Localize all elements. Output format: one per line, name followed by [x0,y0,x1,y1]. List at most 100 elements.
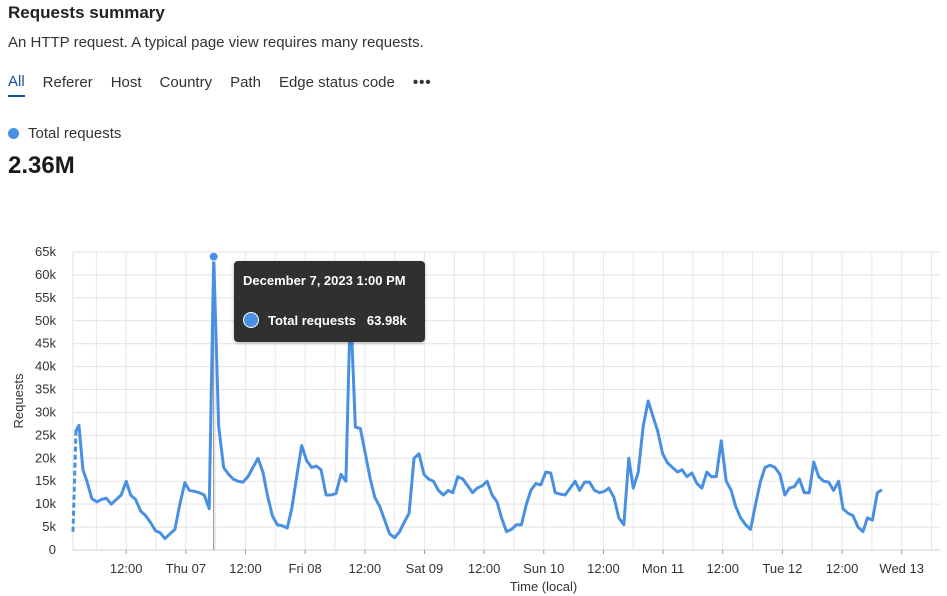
data-point [612,495,616,499]
data-point [466,484,470,488]
data-point [398,530,402,534]
data-point [553,491,557,495]
tab-host[interactable]: Host [110,74,142,91]
data-point [783,493,787,497]
data-point [641,424,645,428]
tab-all[interactable]: All [8,73,25,97]
x-tick-label: Sat 09 [406,561,444,576]
data-point [451,491,455,495]
tab-bar: All Referer Host Country Path Edge statu… [8,73,432,97]
x-tick-label: Tue 12 [762,561,802,576]
data-point [549,471,553,475]
data-point [227,472,231,476]
tab-path[interactable]: Path [230,74,261,91]
data-point [74,429,78,433]
data-point [149,520,153,524]
data-point [597,491,601,495]
data-point [90,497,94,501]
data-point [461,477,465,481]
data-point [827,480,831,484]
x-tick-label: Sun 10 [523,561,564,576]
data-point [256,456,260,460]
data-point [480,484,484,488]
data-point [378,504,382,508]
data-point [870,518,874,522]
requests-line-chart[interactable]: 0 5k 10k 15k 20k 25k 30k 35k 40k 45k 50k 55k 60k 65k 1… [0,230,947,596]
data-point [344,479,348,483]
y-tick-label: 25k [35,427,56,442]
data-point [412,456,416,460]
data-point [695,482,699,486]
x-tick-label: Mon 11 [642,561,684,576]
data-point [471,491,475,495]
data-point [358,427,362,431]
data-point [300,443,304,447]
data-point [778,472,782,476]
data-point [393,536,397,540]
data-point [475,486,479,490]
data-point [114,498,118,502]
x-tick-label: Wed 13 [879,561,924,576]
x-tick-label: 12:00 [229,561,262,576]
data-point [592,488,596,492]
data-point [154,529,158,533]
data-point [71,530,75,534]
tooltip-series-value: 63.98k [366,312,407,328]
data-point [173,527,177,531]
data-point [192,489,196,493]
data-point [368,477,372,481]
data-point [319,468,323,472]
data-point [661,452,665,456]
y-tick-label: 10k [35,496,56,511]
data-point [217,424,221,428]
data-point [505,530,509,534]
data-point [373,495,377,499]
data-point [685,475,689,479]
data-point [631,486,635,490]
data-point [607,486,611,490]
data-point [700,486,704,490]
more-horizontal-icon[interactable]: ••• [412,74,432,91]
data-point [231,477,235,481]
tab-edge-status-code[interactable]: Edge status code [278,74,395,91]
data-point [261,470,265,474]
y-tick-label: 60k [35,267,56,282]
data-point [709,475,713,479]
data-point [865,516,869,520]
data-point [617,516,621,520]
data-point [724,479,728,483]
data-point [456,475,460,479]
tab-referer[interactable]: Referer [42,74,93,91]
data-point [129,493,133,497]
data-point [744,523,748,527]
x-tick-label: 12:00 [587,561,620,576]
data-point [588,480,592,484]
data-point [812,460,816,464]
data-point [529,488,533,492]
x-tick-label: 12:00 [349,561,382,576]
tab-country[interactable]: Country [159,74,213,91]
data-point [383,518,387,522]
data-point [168,532,172,536]
data-point [729,488,733,492]
data-point [436,488,440,492]
data-point [558,492,562,496]
y-tick-label: 5k [42,519,56,534]
data-point [636,470,640,474]
data-point [104,496,108,500]
page-subtitle: An HTTP request. A typical page view req… [8,34,424,51]
data-point [846,511,850,515]
data-point [666,461,670,465]
legend-label: Total requests [28,125,122,142]
data-point [109,502,113,506]
tooltip-row: Total requests 63.98k [243,312,407,328]
data-point [95,500,99,504]
data-point [402,520,406,524]
data-point [773,465,777,469]
total-requests-value: 2.36M [8,152,75,179]
data-point [334,492,338,496]
data-point [363,452,367,456]
data-point [792,485,796,489]
x-tick-label: 12:00 [110,561,143,576]
data-point [265,493,269,497]
